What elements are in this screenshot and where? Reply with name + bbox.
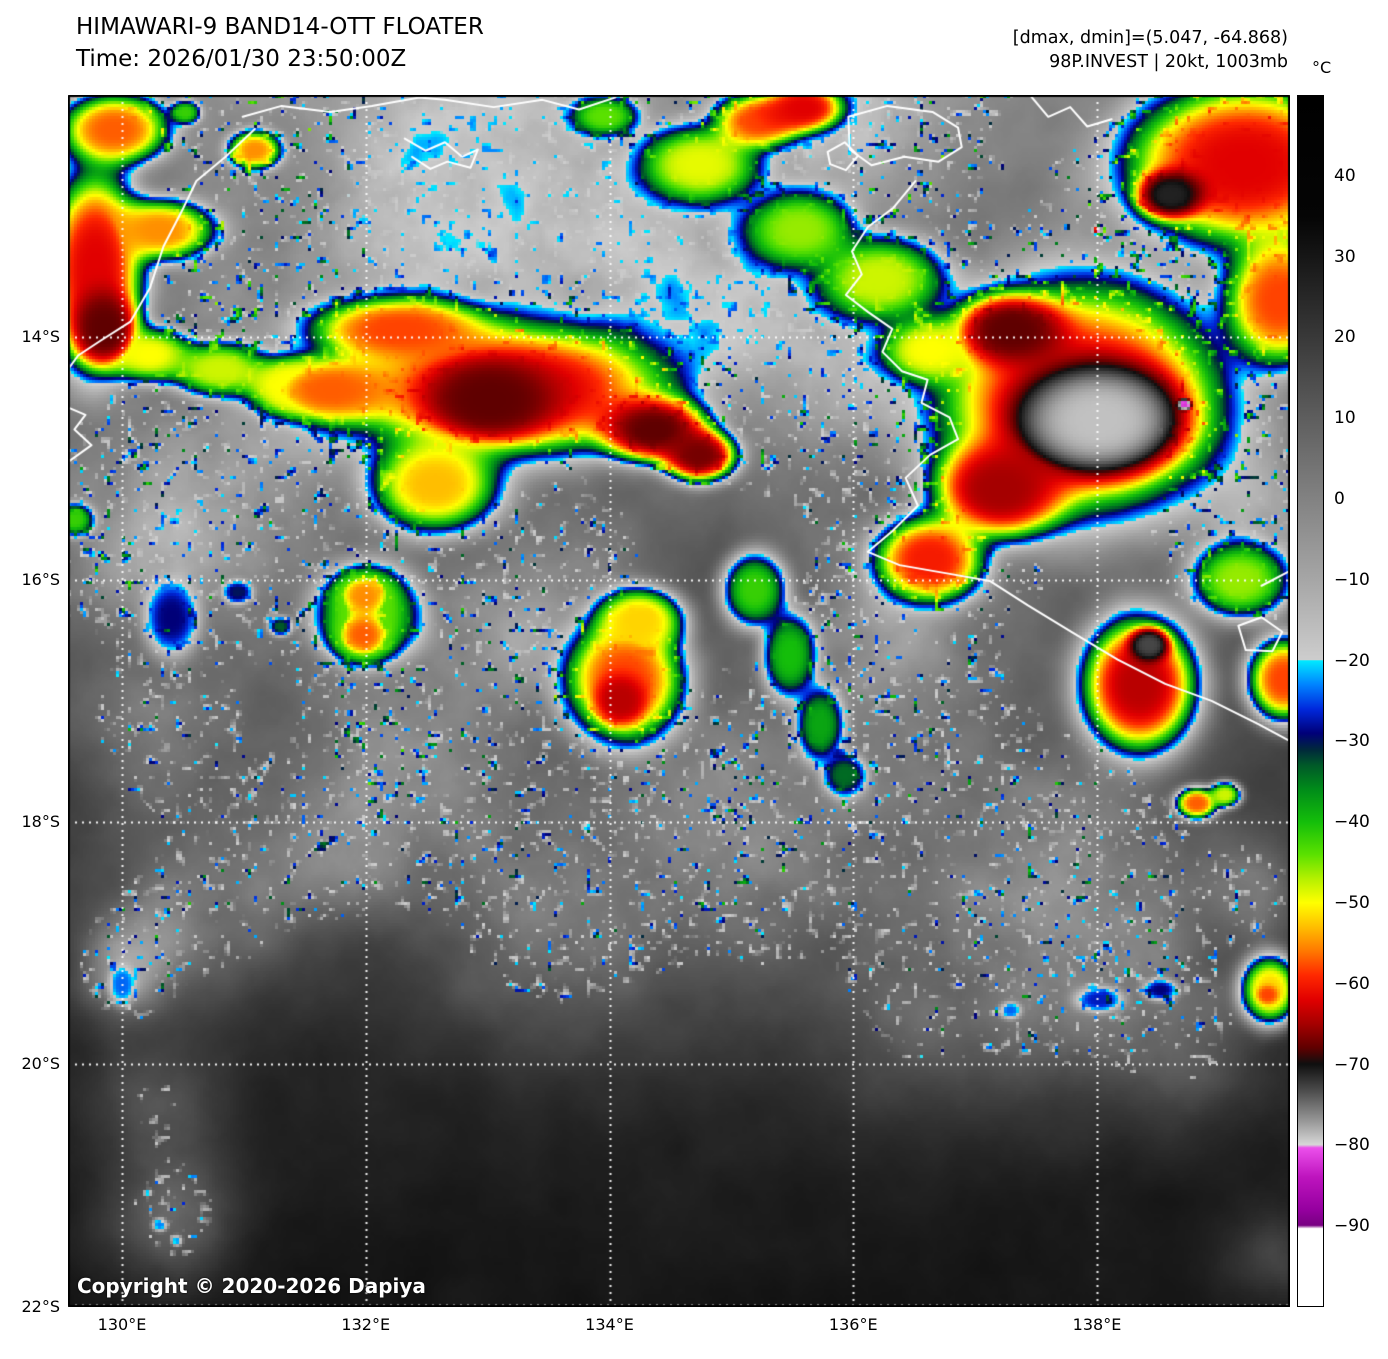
colorbar-tick-label: −80 [1334,1135,1370,1156]
lat-tick-label: 14°S [21,327,60,347]
lat-tick-label: 22°S [21,1296,60,1316]
colorbar-tick-label: −90 [1334,1216,1370,1237]
lat-tick-label: 16°S [21,569,60,589]
colorbar-tick-label: −50 [1334,893,1370,913]
colorbar-tick-label: −70 [1334,1054,1370,1075]
dmax-dmin-readout: [dmax, dmin]=(5.047, -64.868) [1012,28,1288,48]
header-info: [dmax, dmin]=(5.047, -64.868) 98P.INVEST… [1013,26,1288,74]
lon-tick-label: 136°E [828,1315,878,1334]
colorbar-tick-label: 0 [1334,489,1345,509]
storm-info: 98P.INVEST | 20kt, 1003mb [1049,52,1288,72]
colorbar-tick-label: 40 [1334,165,1356,186]
lat-tick-label: 20°S [21,1054,60,1074]
lon-tick-label: 130°E [97,1315,147,1334]
lon-tick-label: 134°E [585,1315,634,1334]
colorbar-tick-label: −10 [1334,569,1370,590]
timestamp: Time: 2026/01/30 23:50:00Z [76,46,407,72]
colorbar-unit: °C [1312,58,1332,77]
page-title: HIMAWARI-9 BAND14-OTT FLOATER [76,14,484,40]
colorbar-tick-label: 20 [1334,327,1356,348]
lon-tick-label: 132°E [341,1315,391,1334]
lon-tick-label: 138°E [1072,1315,1122,1334]
satellite-map-canvas [68,95,1290,1307]
colorbar-tick-label: −30 [1334,731,1370,752]
colorbar-tick-label: −60 [1334,973,1370,994]
colorbar-tick-label: −40 [1334,812,1370,833]
colorbar [1297,95,1324,1307]
colorbar-tick-label: 10 [1334,408,1356,429]
colorbar-tick-label: −20 [1334,650,1370,671]
copyright-label: Copyright © 2020-2026 Dapiya [77,1274,426,1298]
colorbar-tick-label: 30 [1334,246,1356,267]
map-area [68,95,1290,1307]
lat-tick-label: 18°S [21,812,60,832]
